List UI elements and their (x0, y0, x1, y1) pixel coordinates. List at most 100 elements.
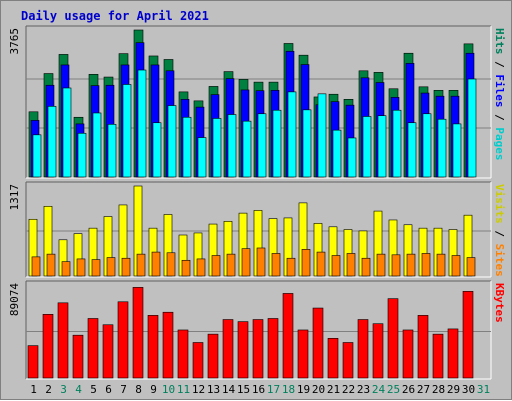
bar-kbytes (192, 342, 204, 379)
bar-sites (76, 258, 86, 277)
bar-pages (407, 122, 417, 178)
bar-pages (377, 115, 387, 178)
bar-sites (181, 259, 191, 277)
bar-sites (421, 253, 431, 277)
bar-sites (391, 254, 401, 277)
x-tick-label: 9 (150, 383, 157, 396)
x-tick-label: 4 (75, 383, 82, 396)
bar-kbytes (267, 318, 279, 379)
x-tick-label: 20 (312, 383, 325, 396)
panel-legend: Hits / Files / Pages (493, 28, 506, 161)
legend-entry: Hits (493, 28, 506, 55)
x-tick-label: 30 (462, 383, 475, 396)
bar-sites (61, 261, 71, 277)
x-tick-label: 3 (60, 383, 67, 396)
bar-sites (316, 251, 326, 277)
bar-kbytes (117, 301, 129, 379)
bar-pages (92, 112, 102, 178)
panel-max-label: 3765 (8, 28, 21, 55)
x-tick-label: 10 (162, 383, 175, 396)
bar-kbytes (252, 319, 264, 379)
bar-sites (31, 256, 41, 277)
x-tick-label: 28 (432, 383, 445, 396)
bar-pages (47, 106, 57, 178)
bar-kbytes (372, 323, 384, 379)
bar-pages (227, 114, 237, 178)
bar-kbytes (132, 287, 144, 379)
bar-sites (196, 258, 206, 277)
bar-pages (422, 113, 432, 178)
x-tick-label: 29 (447, 383, 460, 396)
bar-kbytes (342, 342, 354, 379)
bar-kbytes (177, 329, 189, 379)
bar-sites (211, 255, 221, 277)
bar-pages (77, 132, 87, 178)
bar-kbytes (312, 307, 324, 379)
bar-sites (376, 253, 386, 277)
bar-kbytes (237, 321, 249, 379)
bar-pages (347, 137, 357, 178)
x-tick-label: 26 (402, 383, 415, 396)
x-tick-label: 5 (90, 383, 97, 396)
bar-sites (451, 255, 461, 277)
bar-sites (91, 259, 101, 277)
bar-kbytes (462, 291, 474, 379)
bar-pages (152, 122, 162, 178)
x-tick-label: 6 (105, 383, 112, 396)
bar-sites (151, 251, 161, 277)
x-tick-label: 27 (417, 383, 430, 396)
bar-sites (286, 257, 296, 277)
chart-title: Daily usage for April 2021 (21, 9, 209, 23)
bar-pages (107, 123, 117, 178)
bar-pages (332, 129, 342, 178)
bar-sites (331, 255, 341, 277)
bar-sites (46, 253, 56, 277)
bar-pages (257, 113, 267, 178)
bar-sites (406, 253, 416, 277)
bar-sites (466, 257, 476, 277)
x-tick-label: 22 (342, 383, 355, 396)
x-tick-label: 16 (252, 383, 265, 396)
bar-pages (167, 105, 177, 178)
x-tick-label: 31 (477, 383, 490, 396)
bar-kbytes (102, 324, 114, 379)
bar-kbytes (282, 293, 294, 379)
bar-pages (197, 137, 207, 178)
bar-pages (212, 118, 222, 178)
bar-kbytes (432, 333, 444, 379)
bar-kbytes (72, 334, 84, 379)
panel-max-label: 89074 (8, 283, 21, 316)
x-tick-label: 21 (327, 383, 340, 396)
bar-sites (136, 253, 146, 277)
bar-pages (272, 109, 282, 178)
x-tick-label: 23 (357, 383, 370, 396)
x-tick-label: 25 (387, 383, 400, 396)
bar-pages (287, 91, 297, 178)
bar-kbytes (27, 345, 39, 379)
bar-sites (271, 253, 281, 277)
bar-pages (467, 78, 477, 178)
bar-sites (241, 248, 251, 277)
x-tick-label: 1 (30, 383, 37, 396)
x-tick-label: 18 (282, 383, 295, 396)
bar-pages (137, 69, 147, 178)
bar-pages (362, 116, 372, 178)
bar-kbytes (87, 318, 99, 379)
legend-entry: Pages (493, 127, 506, 160)
bar-kbytes (42, 314, 54, 379)
legend-entry: Sites (493, 244, 506, 277)
bar-sites (436, 253, 446, 277)
legend-entry: / (493, 55, 506, 75)
bar-pages (62, 87, 72, 178)
bar-pages (452, 123, 462, 178)
bar-sites (256, 247, 266, 277)
x-tick-label: 11 (177, 383, 190, 396)
bar-sites (301, 249, 311, 277)
bar-kbytes (357, 319, 369, 379)
x-tick-label: 12 (192, 383, 205, 396)
x-tick-label: 24 (372, 383, 386, 396)
bar-kbytes (222, 319, 234, 379)
legend-entry: KBytes (493, 283, 506, 323)
